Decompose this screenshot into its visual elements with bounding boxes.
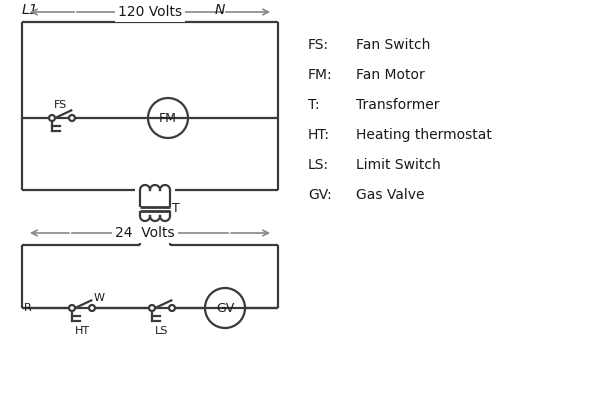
Text: FM:: FM:: [308, 68, 333, 82]
Circle shape: [49, 115, 55, 121]
Text: Heating thermostat: Heating thermostat: [356, 128, 492, 142]
Circle shape: [69, 305, 75, 311]
Text: T: T: [172, 202, 180, 216]
Text: Gas Valve: Gas Valve: [356, 188, 424, 202]
Text: FM: FM: [159, 112, 177, 124]
Text: GV: GV: [216, 302, 234, 314]
Text: FS:: FS:: [308, 38, 329, 52]
Text: GV:: GV:: [308, 188, 332, 202]
Text: FS: FS: [54, 100, 67, 110]
Text: R: R: [24, 303, 32, 313]
Text: LS:: LS:: [308, 158, 329, 172]
Text: L1: L1: [22, 3, 38, 17]
Text: W: W: [94, 293, 105, 303]
Text: Limit Switch: Limit Switch: [356, 158, 441, 172]
Text: 120 Volts: 120 Volts: [118, 5, 182, 19]
Circle shape: [149, 305, 155, 311]
Circle shape: [89, 305, 95, 311]
Text: N: N: [215, 3, 225, 17]
Text: 24  Volts: 24 Volts: [115, 226, 175, 240]
Text: LS: LS: [155, 326, 169, 336]
Circle shape: [69, 115, 75, 121]
Text: Transformer: Transformer: [356, 98, 440, 112]
Text: T:: T:: [308, 98, 320, 112]
Text: HT: HT: [74, 326, 90, 336]
Text: HT:: HT:: [308, 128, 330, 142]
Text: Fan Motor: Fan Motor: [356, 68, 425, 82]
Text: Fan Switch: Fan Switch: [356, 38, 430, 52]
Circle shape: [169, 305, 175, 311]
